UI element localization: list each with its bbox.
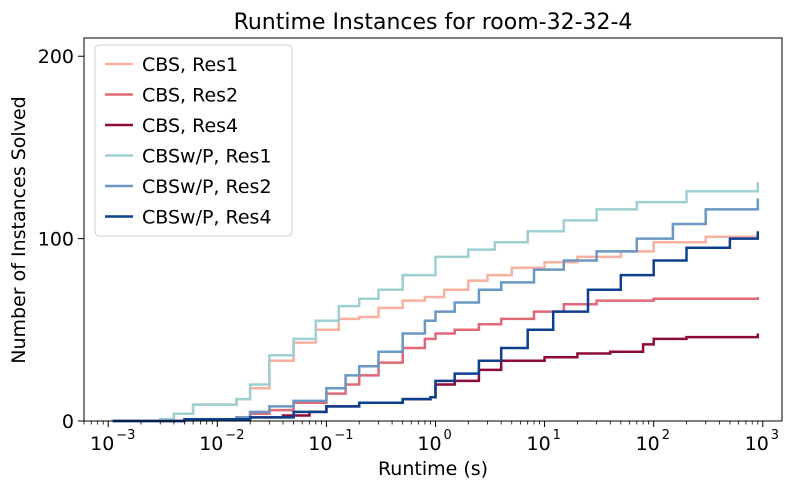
x-tick-exponent-5: 2 xyxy=(662,428,670,443)
x-axis-label: Runtime (s) xyxy=(378,458,488,480)
y-tick-label-0: 0 xyxy=(62,411,74,433)
axes-frame xyxy=(83,37,783,422)
legend-box xyxy=(94,44,293,237)
x-tick-label-4: 10 xyxy=(526,433,550,455)
x-tick-exponent-2: −1 xyxy=(334,428,353,443)
series-line-6 xyxy=(112,231,760,423)
x-tick-label-0: 10 xyxy=(90,433,114,455)
y-tick-label-1: 100 xyxy=(38,229,74,251)
series-line-5 xyxy=(112,198,760,423)
y-axis-label: Number of Instances Solved xyxy=(8,96,30,363)
legend-label-6: CBSw/P, Res4 xyxy=(142,207,272,229)
x-tick-exponent-3: 0 xyxy=(443,428,451,443)
x-tick-label-6: 10 xyxy=(745,433,769,455)
legend: CBS, Res1 CBS, Res2 CBS, Res4 CBSw/P, Res1 C… xyxy=(94,44,293,237)
x-tick-label-5: 10 xyxy=(636,433,660,455)
plot-area xyxy=(112,182,760,423)
x-tick-label-3: 10 xyxy=(417,433,441,455)
x-tick-exponent-4: 1 xyxy=(553,428,561,443)
y-tick-label-2: 200 xyxy=(38,46,74,68)
legend-label-5: CBSw/P, Res2 xyxy=(142,176,272,198)
x-tick-exponent-6: 3 xyxy=(771,428,779,443)
series-line-4 xyxy=(112,182,760,423)
legend-label-4: CBSw/P, Res1 xyxy=(142,146,272,168)
x-tick-label-2: 10 xyxy=(308,433,332,455)
x-tick-label-1: 10 xyxy=(199,433,223,455)
chart-title: Runtime Instances for room-32-32-4 xyxy=(234,10,633,35)
legend-label-3: CBS, Res4 xyxy=(142,115,238,137)
x-tick-exponent-1: −2 xyxy=(225,428,244,443)
legend-label-1: CBS, Res1 xyxy=(142,54,238,76)
legend-label-2: CBS, Res2 xyxy=(142,85,238,107)
x-tick-exponent-0: −3 xyxy=(116,428,135,443)
series-line-3 xyxy=(112,333,760,423)
